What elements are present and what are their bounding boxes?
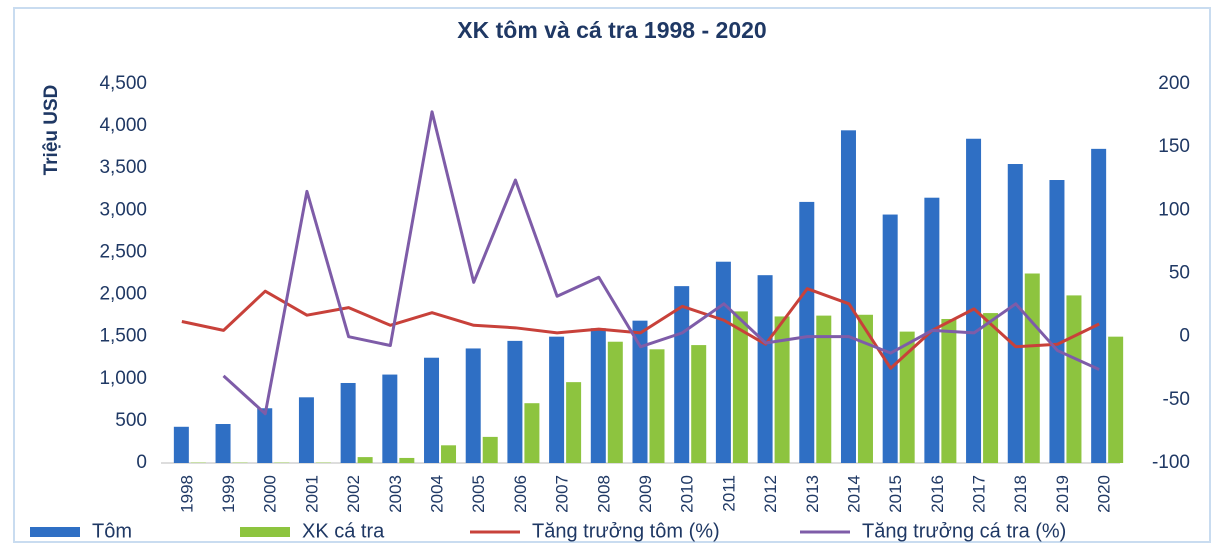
bar bbox=[941, 318, 957, 463]
bar bbox=[649, 349, 665, 463]
x-tick-label: 2017 bbox=[970, 475, 989, 513]
bar bbox=[357, 457, 373, 463]
x-tick-label: 2018 bbox=[1011, 475, 1030, 513]
x-tick-label: 2019 bbox=[1053, 475, 1072, 513]
x-tick-label: 2009 bbox=[636, 475, 655, 513]
x-tick-label: 2005 bbox=[469, 475, 488, 513]
bar bbox=[507, 340, 523, 463]
y2-tick-label: 50 bbox=[1169, 263, 1190, 284]
x-tick-label: 2006 bbox=[511, 475, 530, 513]
bar bbox=[715, 261, 731, 463]
bar bbox=[857, 314, 873, 463]
y-tick-label: 0 bbox=[136, 452, 147, 473]
bar bbox=[983, 313, 999, 463]
x-tick-label: 2003 bbox=[386, 475, 405, 513]
x-tick-label: 2011 bbox=[719, 475, 738, 512]
chart-title: XK tôm và cá tra 1998 - 2020 bbox=[457, 17, 766, 43]
legend-label: Tôm bbox=[92, 520, 132, 542]
bar bbox=[757, 275, 773, 463]
y-tick-label: 1,500 bbox=[99, 326, 147, 347]
x-tick-label: 2013 bbox=[803, 475, 822, 513]
x-tick-label: 2014 bbox=[844, 475, 863, 513]
bar bbox=[441, 445, 457, 463]
y2-tick-label: 100 bbox=[1158, 199, 1190, 220]
x-tick-label: 2001 bbox=[302, 475, 321, 513]
bar bbox=[298, 397, 314, 463]
bar bbox=[382, 374, 398, 463]
y2-tick-label: 0 bbox=[1179, 326, 1190, 347]
y-tick-label: 4,500 bbox=[99, 73, 147, 94]
legend-swatch bbox=[30, 527, 80, 537]
legend-label: Tăng trưởng cá tra (%) bbox=[862, 520, 1066, 542]
x-tick-label: 1999 bbox=[219, 475, 238, 513]
y2-tick-label: -100 bbox=[1152, 452, 1190, 473]
bar bbox=[173, 426, 189, 463]
y-tick-label: 3,500 bbox=[99, 157, 147, 178]
x-tick-label: 2008 bbox=[594, 475, 613, 513]
x-tick-label: 2015 bbox=[886, 475, 905, 513]
bar bbox=[340, 382, 356, 463]
y-tick-label: 4,000 bbox=[99, 115, 147, 136]
y-tick-label: 2,500 bbox=[99, 241, 147, 262]
bar bbox=[816, 315, 832, 463]
bar bbox=[732, 311, 748, 463]
y-axis-label: Triệu USD bbox=[41, 85, 62, 176]
bar bbox=[465, 348, 481, 463]
bar bbox=[607, 341, 623, 463]
y2-tick-label: 150 bbox=[1158, 136, 1190, 157]
x-tick-label: 2020 bbox=[1095, 475, 1114, 513]
bar bbox=[215, 424, 231, 463]
bar bbox=[691, 345, 707, 463]
bar bbox=[882, 214, 898, 463]
legend-label: XK cá tra bbox=[302, 520, 385, 542]
y2-tick-label: -50 bbox=[1163, 389, 1190, 410]
bar bbox=[1007, 164, 1023, 463]
x-tick-label: 2000 bbox=[261, 475, 280, 513]
x-tick-label: 2010 bbox=[678, 475, 697, 513]
bar bbox=[674, 286, 690, 463]
y2-tick-label: 200 bbox=[1158, 73, 1190, 94]
bar bbox=[1024, 273, 1040, 463]
y-tick-label: 3,000 bbox=[99, 199, 147, 220]
y-tick-label: 2,000 bbox=[99, 284, 147, 305]
bar bbox=[524, 403, 540, 463]
bar bbox=[257, 408, 273, 463]
bar bbox=[840, 130, 856, 464]
bar bbox=[549, 336, 565, 463]
bar bbox=[566, 382, 582, 463]
legend-swatch bbox=[240, 527, 290, 537]
x-tick-label: 2007 bbox=[553, 475, 572, 513]
x-tick-label: 2016 bbox=[928, 475, 947, 513]
bar bbox=[399, 457, 415, 463]
bar bbox=[899, 331, 915, 463]
line bbox=[181, 287, 1100, 370]
y-tick-label: 500 bbox=[115, 410, 147, 431]
bar bbox=[774, 316, 790, 463]
x-tick-label: 2002 bbox=[344, 475, 363, 513]
x-tick-label: 1998 bbox=[177, 475, 196, 513]
bar bbox=[1108, 336, 1124, 463]
bar bbox=[1066, 295, 1082, 463]
bar bbox=[424, 357, 440, 463]
y-tick-label: 1,000 bbox=[99, 368, 147, 389]
bar bbox=[590, 328, 606, 463]
bar bbox=[632, 320, 648, 463]
line bbox=[222, 110, 1100, 416]
bar bbox=[1049, 180, 1065, 463]
bar bbox=[1091, 148, 1107, 463]
x-tick-label: 2004 bbox=[428, 475, 447, 513]
bar bbox=[482, 436, 498, 463]
bar bbox=[799, 201, 815, 463]
x-tick-label: 2012 bbox=[761, 475, 780, 513]
bar bbox=[966, 138, 982, 463]
legend-label: Tăng trưởng tôm (%) bbox=[532, 520, 720, 542]
